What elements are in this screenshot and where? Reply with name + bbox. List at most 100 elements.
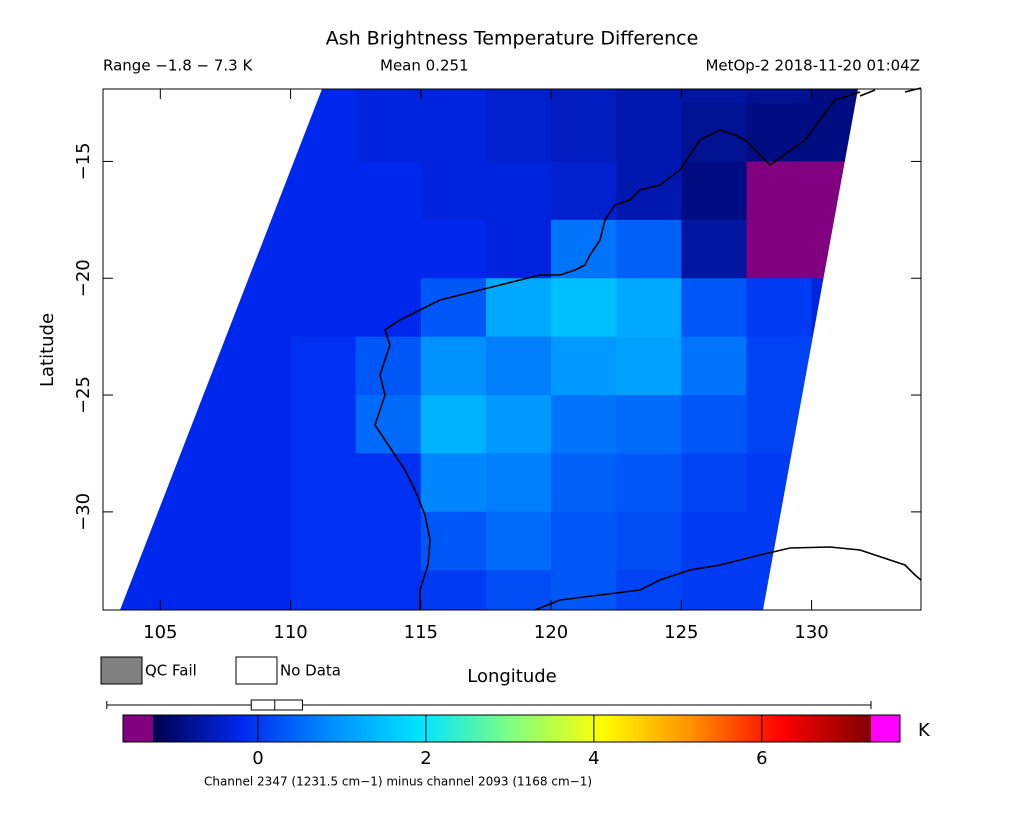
pixel-cell <box>420 89 487 104</box>
pixel-cell <box>485 161 552 221</box>
pixel-cell <box>616 89 682 104</box>
pixel-cell <box>485 511 552 571</box>
pixel-cell <box>551 103 617 162</box>
colorbar-frame <box>122 714 901 743</box>
pixel-cell <box>485 89 552 104</box>
colorbar-tick-label: 4 <box>588 748 599 769</box>
pixel-cell <box>420 511 487 571</box>
pixel-cell <box>681 395 747 454</box>
x-tick-label: 130 <box>794 622 828 643</box>
pixel-cell <box>551 511 617 571</box>
pixel-cell <box>225 453 292 513</box>
pixel-cell <box>420 570 487 610</box>
pixel-cell <box>420 161 487 221</box>
pixel-cell <box>420 219 487 279</box>
pixel-cell <box>225 395 292 454</box>
pixel-cell <box>681 219 747 279</box>
x-axis-label: Longitude <box>467 666 557 687</box>
pixel-cell <box>290 161 357 221</box>
pixel-cell <box>616 278 682 338</box>
colorbar-under <box>123 715 153 742</box>
pixel-cell <box>746 103 813 162</box>
pixel-cell <box>551 570 617 610</box>
pixel-cell <box>290 395 357 454</box>
y-tick-label: −30 <box>73 493 94 531</box>
pixel-cell <box>355 219 422 279</box>
pixel-cell <box>551 395 617 454</box>
pixel-cell <box>616 219 682 279</box>
plot-frame <box>102 88 922 611</box>
colorbar-over <box>871 715 900 742</box>
pixel-cell <box>746 219 813 279</box>
pixel-cell <box>485 278 552 338</box>
colorbar-label: Channel 2347 (1231.5 cm−1) minus channel… <box>204 775 592 789</box>
colorbar-tick-label: 2 <box>420 748 431 769</box>
pixel-cell <box>681 336 747 396</box>
legend-swatch <box>235 656 278 685</box>
pixel-cell <box>746 278 813 338</box>
range-text: Range −1.8 − 7.3 K <box>103 57 253 75</box>
pixel-cell <box>681 161 747 221</box>
pixel-cell <box>811 89 858 104</box>
pixel-cell <box>616 453 682 513</box>
pixel-cell <box>485 570 552 610</box>
legend-label: No Data <box>280 662 341 680</box>
pixel-cell <box>355 161 422 221</box>
pixel-cell <box>355 336 422 396</box>
pixel-cell <box>616 161 682 221</box>
pixel-cell <box>681 511 747 571</box>
pixel-cell <box>225 570 292 610</box>
pixel-cell <box>290 219 357 279</box>
pixel-cell <box>551 453 617 513</box>
legend-swatch <box>100 656 143 685</box>
pixel-cell <box>485 395 552 454</box>
pixel-cell <box>355 570 422 610</box>
pixel-cell <box>420 278 487 338</box>
pixel-cell <box>551 161 617 221</box>
colorbar-tick-label: 6 <box>756 748 767 769</box>
pixel-cell <box>485 336 552 396</box>
pixel-cell <box>290 278 357 338</box>
colorbar <box>153 715 871 742</box>
pixel-cell <box>746 336 813 396</box>
x-tick-label: 110 <box>273 622 307 643</box>
pixel-cell <box>420 103 487 162</box>
pixel-cell <box>355 103 422 162</box>
pixel-cell <box>616 395 682 454</box>
pixel-cell <box>160 570 226 610</box>
pixel-cell <box>551 89 617 104</box>
pixel-cell <box>355 89 422 104</box>
colorbar-tick-label: 0 <box>252 748 263 769</box>
pixel-cell <box>485 219 552 279</box>
pixel-cell <box>551 336 617 396</box>
pixel-cell <box>420 395 487 454</box>
data-field <box>120 89 858 610</box>
pixel-cell <box>160 511 226 571</box>
pixel-cell <box>485 453 552 513</box>
pixel-cell <box>225 511 292 571</box>
pixel-cell <box>485 103 552 162</box>
pixel-cell <box>225 336 292 396</box>
pixel-cell <box>355 453 422 513</box>
pixel-cell <box>681 570 747 610</box>
pixel-cell <box>681 278 747 338</box>
pixel-cell <box>616 103 682 162</box>
x-tick-label: 120 <box>534 622 568 643</box>
pixel-cell <box>420 453 487 513</box>
source-text: MetOp-2 2018-11-20 01:04Z <box>705 57 920 75</box>
pixel-cell <box>290 453 357 513</box>
pixel-cell <box>616 336 682 396</box>
pixel-cell <box>290 336 357 396</box>
pixel-cell <box>616 511 682 571</box>
pixel-cell <box>355 511 422 571</box>
legend-label: QC Fail <box>145 662 197 680</box>
y-tick-label: −25 <box>73 376 94 414</box>
pixel-cell <box>681 453 747 513</box>
x-tick-label: 125 <box>664 622 698 643</box>
mean-text: Mean 0.251 <box>380 57 469 75</box>
pixel-cell <box>681 89 747 104</box>
pixel-cell <box>551 278 617 338</box>
y-tick-label: −20 <box>73 259 94 297</box>
